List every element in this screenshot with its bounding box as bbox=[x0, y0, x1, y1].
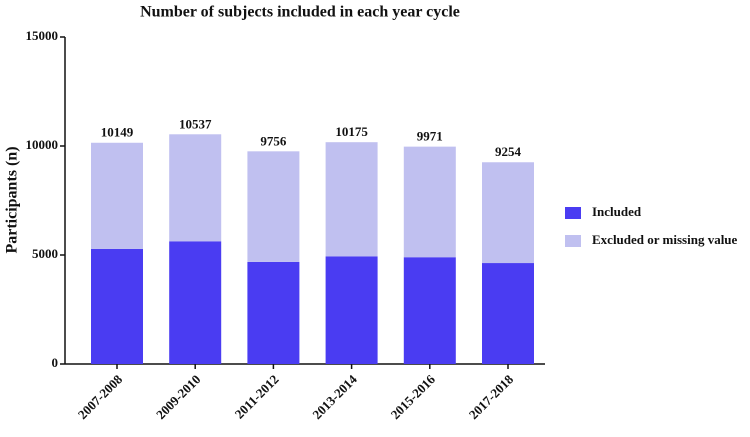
chart-title: Number of subjects included in each year… bbox=[140, 4, 460, 21]
x-tick-label: 2015-2016 bbox=[388, 371, 439, 422]
bar-segment bbox=[403, 257, 456, 364]
x-tick-label: 2017-2018 bbox=[466, 371, 517, 422]
x-tick-label: 2011-2012 bbox=[232, 372, 282, 422]
y-tick-label: 5000 bbox=[32, 246, 58, 261]
x-tick-label: 2007-2008 bbox=[75, 371, 126, 422]
total-label: 9971 bbox=[417, 129, 443, 144]
bar-segment bbox=[169, 241, 222, 364]
bar-segment bbox=[325, 142, 378, 257]
x-tick-label: 2013-2014 bbox=[309, 371, 360, 422]
y-tick-label: 0 bbox=[52, 355, 59, 370]
bar-segment bbox=[482, 263, 534, 364]
total-label: 10175 bbox=[335, 124, 368, 139]
bar-segment bbox=[247, 261, 300, 364]
legend-swatch bbox=[565, 207, 581, 219]
total-label: 10537 bbox=[179, 116, 212, 131]
legend-label: Included bbox=[592, 204, 642, 219]
bar-segment bbox=[247, 151, 300, 262]
y-tick-label: 15000 bbox=[26, 28, 59, 43]
total-label: 10149 bbox=[101, 125, 134, 140]
total-label: 9756 bbox=[260, 133, 287, 148]
bar-segment bbox=[91, 142, 143, 249]
bar-segment bbox=[91, 248, 143, 364]
bar-segment bbox=[325, 256, 378, 364]
y-tick-label: 10000 bbox=[26, 137, 59, 152]
x-tick-label: 2009-2010 bbox=[153, 372, 203, 422]
total-label: 9254 bbox=[495, 144, 522, 159]
bar-segment bbox=[482, 162, 534, 264]
legend-label: Excluded or missing value bbox=[592, 232, 738, 247]
y-axis-label: Participants (n) bbox=[4, 146, 21, 253]
bar-segment bbox=[403, 146, 456, 258]
legend-swatch bbox=[565, 235, 581, 247]
bar-segment bbox=[169, 134, 222, 242]
